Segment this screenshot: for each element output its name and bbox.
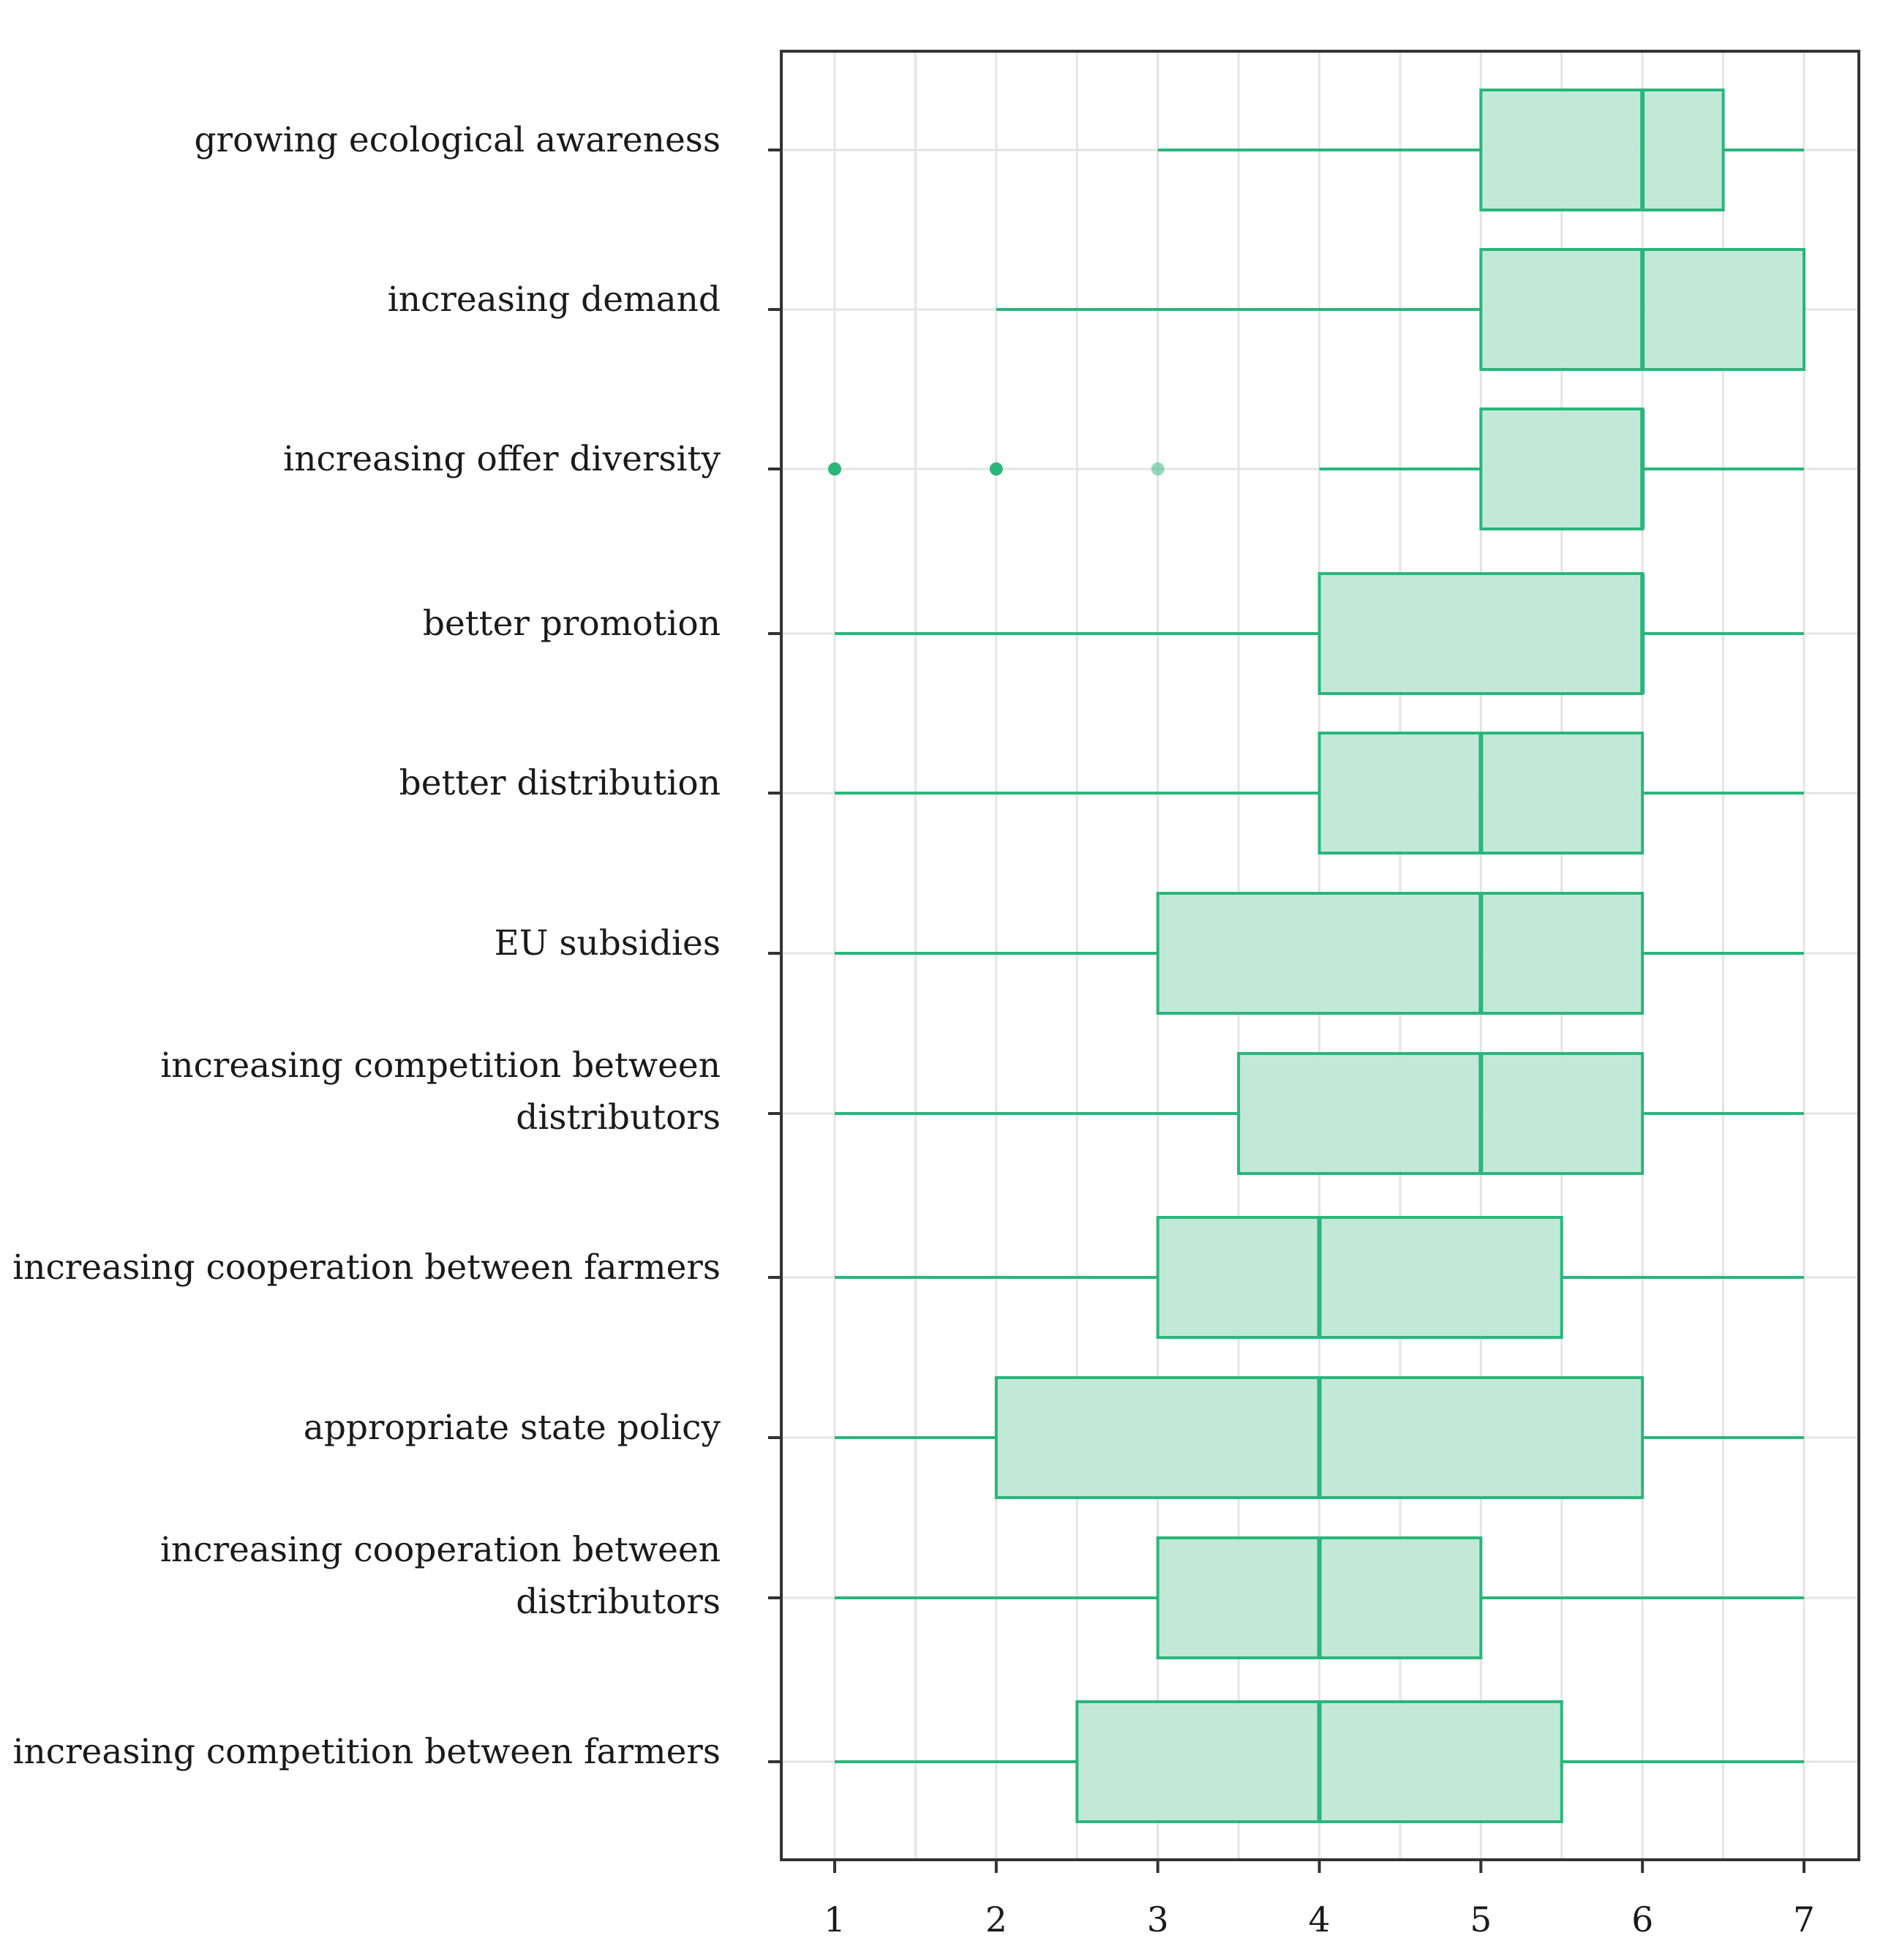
category-label: better promotion [423, 604, 721, 644]
x-tick-label: 6 [1631, 1900, 1653, 1940]
iqr-box [1479, 89, 1725, 211]
box-group [835, 572, 1804, 695]
box-group [835, 1376, 1804, 1499]
iqr-box [1318, 572, 1645, 695]
outlier-point [989, 462, 1003, 476]
box-group [835, 1216, 1804, 1339]
category-label: distributors [516, 1097, 721, 1138]
category-label: appropriate state policy [304, 1408, 721, 1448]
category-label: increasing competition between [160, 1045, 721, 1086]
box-group [835, 1700, 1804, 1823]
box-group [835, 732, 1804, 855]
category-labels: growing ecological awareness increasing d… [12, 120, 721, 1772]
iqr-box [1237, 1052, 1645, 1175]
category-label: increasing competition between farmers [12, 1732, 721, 1772]
x-tick-label: 4 [1309, 1900, 1331, 1940]
box-group [828, 408, 1804, 530]
category-label: increasing demand [388, 279, 721, 320]
iqr-box [1479, 408, 1645, 530]
category-label: increasing offer diversity [283, 439, 721, 479]
box-group [835, 892, 1804, 1015]
outlier-point [1151, 462, 1165, 476]
iqr-box [1156, 892, 1645, 1015]
category-label: EU subsidies [494, 923, 721, 964]
outlier-point [828, 462, 841, 476]
box-group [835, 1052, 1804, 1175]
category-label: growing ecological awareness [195, 120, 721, 160]
x-tick-label: 7 [1793, 1900, 1815, 1940]
box-group [996, 248, 1806, 371]
x-tick-label: 3 [1147, 1900, 1169, 1940]
category-label: increasing cooperation between farmers [12, 1247, 721, 1288]
category-label: increasing cooperation between [160, 1530, 721, 1570]
box-group [835, 1536, 1804, 1659]
boxes [828, 89, 1806, 1823]
x-tick-label: 5 [1470, 1900, 1492, 1940]
category-label: better distribution [399, 763, 721, 803]
iqr-box [1156, 1216, 1563, 1339]
x-tick-label: 2 [985, 1900, 1007, 1940]
axis-ticks: 1 2 3 4 5 6 7 [768, 149, 1815, 1940]
box-group [1157, 89, 1804, 211]
category-label: distributors [516, 1582, 721, 1622]
x-tick-label: 1 [824, 1900, 846, 1940]
